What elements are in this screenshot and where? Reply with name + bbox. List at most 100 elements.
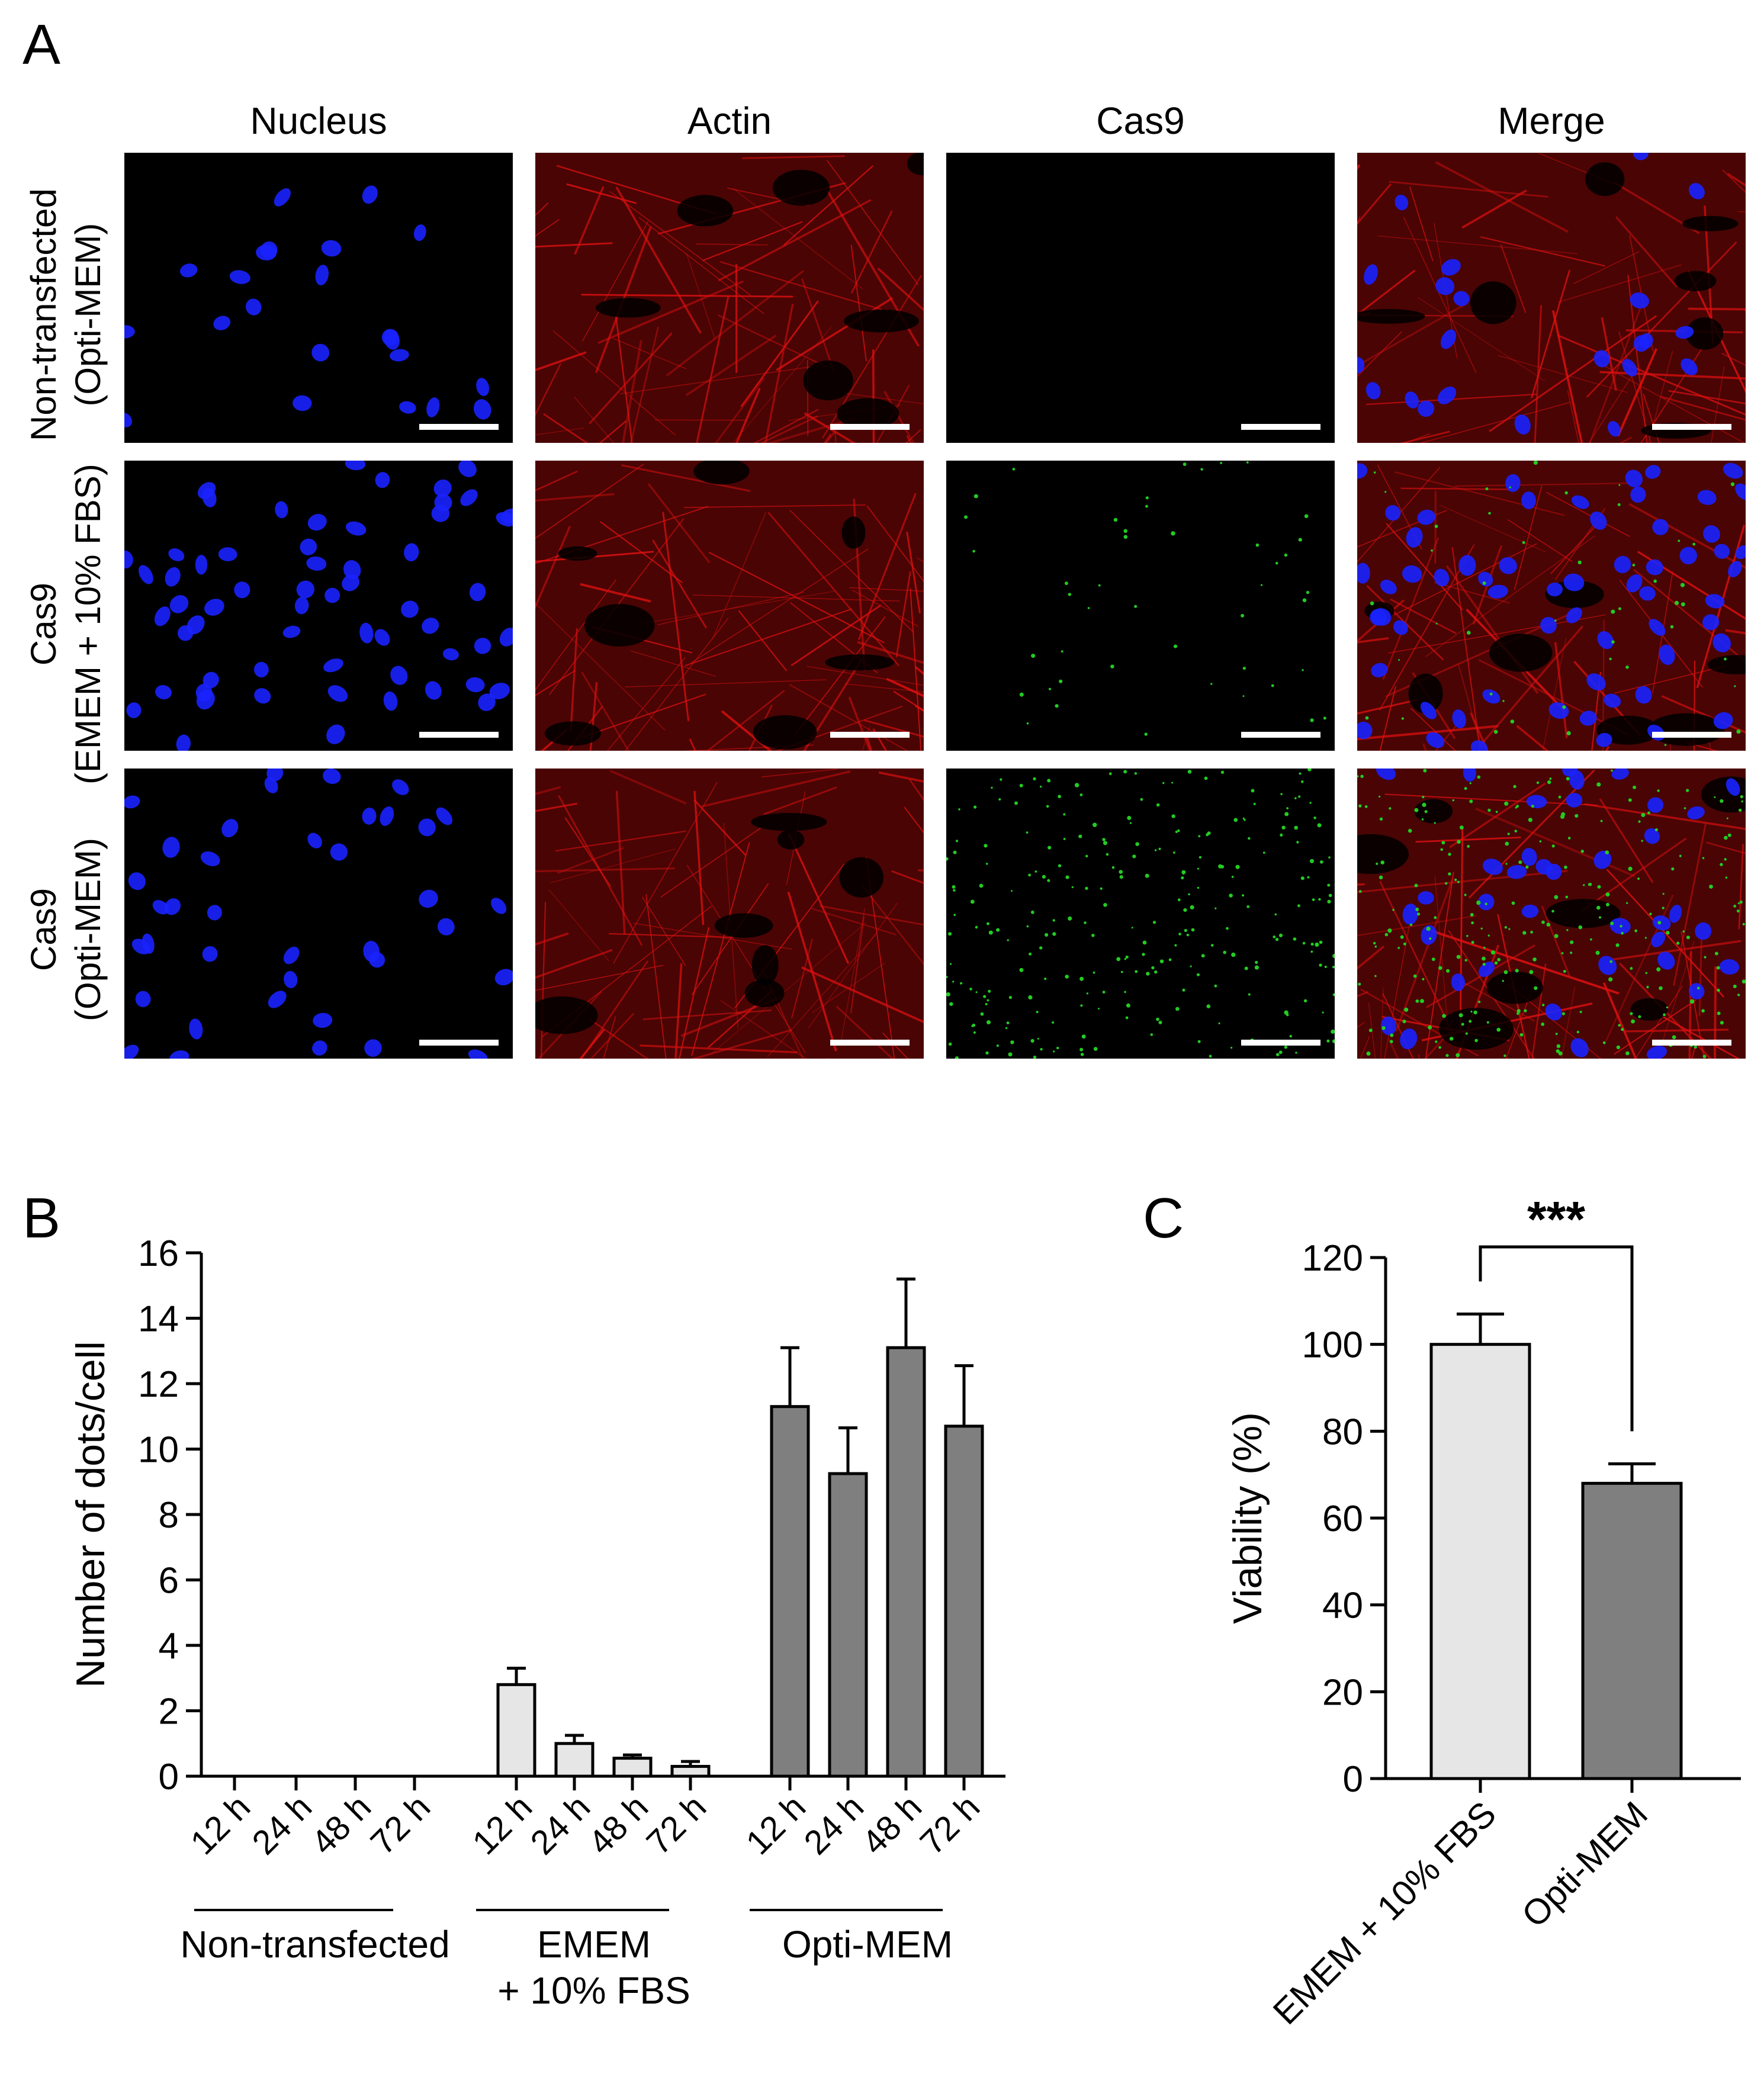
nucleus-mark — [1688, 983, 1705, 999]
row-label-line2: (Opti-MEM) — [68, 838, 108, 1021]
actin-fiber — [631, 650, 716, 677]
cas9-dot — [1150, 1033, 1153, 1036]
actin-fiber — [535, 603, 666, 731]
cas9-dot — [1454, 878, 1457, 882]
cas9-dot — [1281, 825, 1286, 829]
actin-fiber — [1451, 547, 1481, 751]
cas9-dot — [1471, 941, 1474, 944]
cas9-dot — [1123, 529, 1127, 533]
cas9-dot — [1480, 927, 1483, 930]
nucleus-mark — [1572, 495, 1589, 509]
actin-fiber — [589, 1018, 649, 1059]
micrograph-texture — [1357, 769, 1746, 1059]
cas9-dot — [1063, 813, 1066, 816]
nucleus-mark — [1440, 329, 1457, 349]
nucleus-mark — [1563, 573, 1585, 591]
cas9-dot — [1320, 860, 1323, 864]
cas9-dot — [1638, 820, 1641, 823]
cas9-dot — [1474, 1038, 1478, 1043]
cas9-dot — [1467, 631, 1471, 635]
cas9-dot — [1106, 853, 1109, 856]
nucleus-mark — [293, 395, 312, 411]
actin-fiber — [1468, 769, 1595, 899]
actin-fiber — [1581, 837, 1687, 912]
cas9-dot — [1184, 928, 1187, 933]
actin-fiber — [1480, 236, 1605, 267]
cas9-dot — [1198, 835, 1201, 838]
cas9-dot — [1404, 1007, 1409, 1012]
nucleus-mark — [274, 188, 291, 207]
cas9-dot — [1455, 1053, 1460, 1057]
nucleus-mark — [1569, 770, 1585, 790]
nucleus-mark — [1451, 973, 1466, 991]
bar — [554, 1742, 595, 1778]
micrograph-texture — [535, 153, 924, 443]
actin-fiber — [1424, 927, 1620, 995]
cas9-dot — [1242, 695, 1245, 697]
cas9-dot — [1605, 892, 1610, 897]
x-tick-label: 12 h — [183, 1787, 258, 1862]
cas9-dot — [1477, 775, 1481, 779]
actin-fiber — [555, 830, 686, 852]
actin-fiber — [1706, 841, 1746, 854]
cas9-dot — [1246, 905, 1250, 908]
row-label-line1: Cas9 — [24, 583, 63, 666]
cas9-dot — [1091, 934, 1095, 937]
cas9-dot — [987, 1020, 991, 1025]
actin-fiber — [615, 187, 702, 334]
nucleus-mark — [234, 581, 250, 599]
nucleus-mark — [1649, 619, 1666, 636]
cas9-dot — [1206, 1004, 1211, 1008]
cas9-dot — [1664, 744, 1667, 746]
cas9-dot — [1666, 931, 1670, 935]
nucleus-mark — [460, 489, 478, 506]
nucleus-mark — [362, 185, 378, 204]
actin-fiber — [581, 221, 649, 342]
actin-fiber — [735, 388, 761, 443]
cas9-dot — [1034, 870, 1037, 873]
cas9-dot — [1422, 978, 1425, 980]
actin-fiber — [1591, 671, 1602, 751]
actin-fiber — [812, 963, 885, 1014]
nucleus-mark — [418, 818, 436, 837]
gap-region — [535, 996, 598, 1034]
actin-fiber — [789, 509, 914, 633]
cas9-dot — [948, 932, 952, 936]
cas9-dot — [1294, 797, 1297, 799]
cas9-dot — [1044, 978, 1047, 980]
cas9-dot — [1000, 778, 1003, 781]
actin-fiber — [701, 770, 851, 808]
nucleus-mark — [1521, 848, 1537, 866]
cas9-dot — [1111, 866, 1115, 869]
actin-fiber — [841, 908, 865, 1041]
cas9-dot — [1467, 845, 1470, 848]
y-axis-label: Number of dots/cell — [68, 1341, 113, 1688]
cas9-dot — [1426, 927, 1431, 931]
cas9-dot — [1554, 895, 1559, 899]
nucleus-mark — [195, 555, 208, 575]
actin-fiber — [691, 883, 769, 995]
nucleus-mark — [207, 905, 222, 921]
cas9-dot — [1414, 808, 1419, 812]
cas9-dot — [1438, 966, 1442, 970]
cas9-dot — [1302, 669, 1304, 671]
row-label-line2: (EMEM + 10% FBS) — [68, 464, 108, 784]
cas9-dot — [1358, 890, 1362, 893]
cas9-dot — [1596, 905, 1601, 910]
cas9-dot — [1714, 951, 1718, 956]
actin-fiber — [535, 948, 613, 979]
actin-fiber — [1435, 716, 1464, 751]
actin-fiber — [535, 363, 562, 417]
cas9-dot — [1456, 954, 1461, 959]
actin-fiber — [1602, 982, 1637, 1059]
gap-region — [907, 153, 924, 175]
cas9-dot — [985, 1051, 989, 1055]
cas9-dot — [1465, 1032, 1468, 1035]
actin-fiber — [1507, 519, 1573, 562]
cas9-dot — [973, 494, 978, 499]
cas9-dot — [1033, 777, 1036, 780]
cas9-dot — [949, 1002, 953, 1006]
y-tick-label: 60 — [1322, 1499, 1363, 1539]
cas9-dot — [1079, 976, 1084, 981]
actin-fiber — [1711, 366, 1725, 443]
